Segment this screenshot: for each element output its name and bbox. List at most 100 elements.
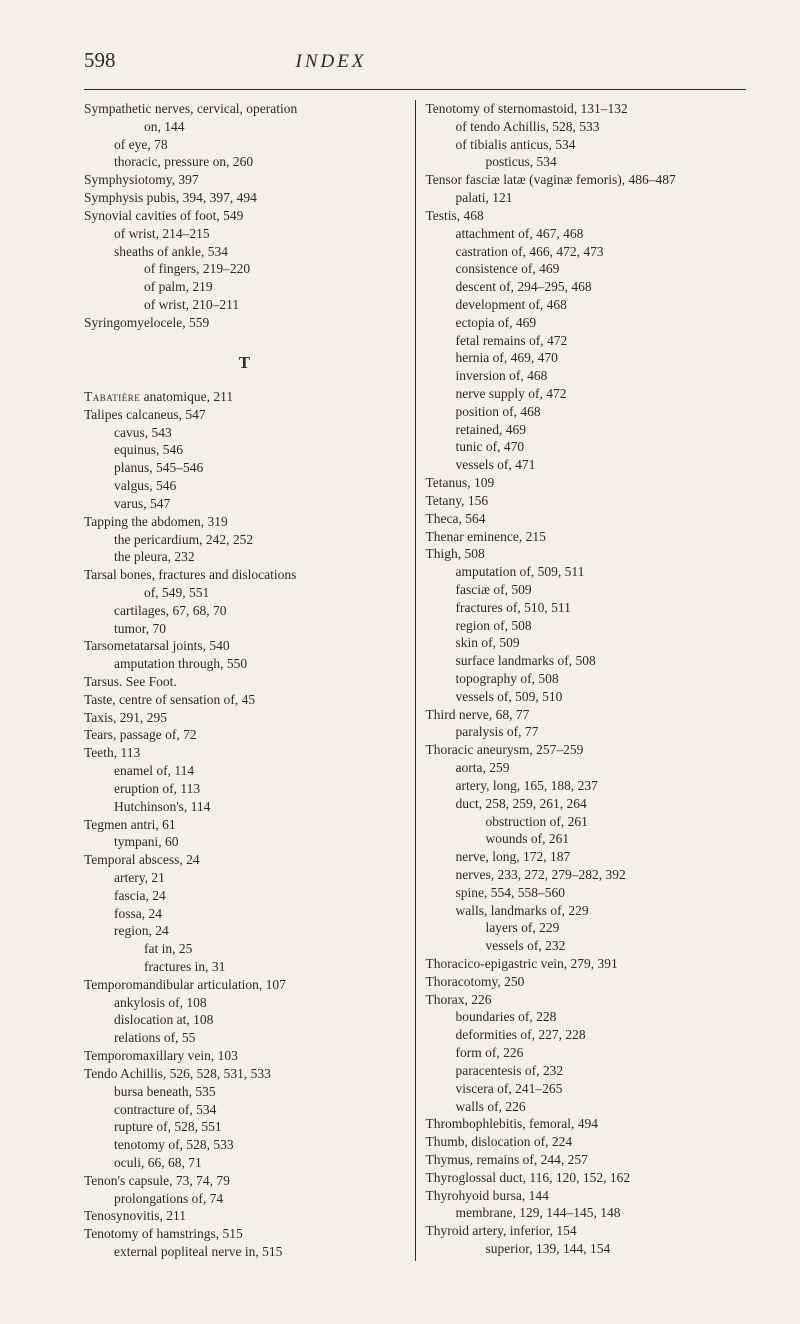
index-entry: Tetany, 156 [426,492,747,510]
index-entry: planus, 545–546 [84,459,405,477]
index-entry: tunic of, 470 [426,438,747,456]
index-entry: Thigh, 508 [426,545,747,563]
index-entry: Thumb, dislocation of, 224 [426,1133,747,1151]
index-entry: valgus, 546 [84,477,405,495]
index-entry: deformities of, 227, 228 [426,1026,747,1044]
index-entry: of tibialis anticus, 534 [426,136,747,154]
index-entry: Tenon's capsule, 73, 74, 79 [84,1172,405,1190]
index-entry: obstruction of, 261 [426,813,747,831]
header-rule [84,89,746,90]
index-entry: spine, 554, 558–560 [426,884,747,902]
left-column: Sympathetic nerves, cervical, operationo… [84,100,416,1261]
index-entry: Thyroid artery, inferior, 154 [426,1222,747,1240]
index-entry: Tegmen antri, 61 [84,816,405,834]
index-entry: castration of, 466, 472, 473 [426,243,747,261]
index-entry: of palm, 219 [84,278,405,296]
index-entry: nerves, 233, 272, 279–282, 392 [426,866,747,884]
index-entry: development of, 468 [426,296,747,314]
index-entry: equinus, 546 [84,441,405,459]
index-entry: paracentesis of, 232 [426,1062,747,1080]
index-columns: Sympathetic nerves, cervical, operationo… [84,100,746,1261]
index-entry: artery, long, 165, 188, 237 [426,777,747,795]
index-entry: walls, landmarks of, 229 [426,902,747,920]
index-entry: posticus, 534 [426,153,747,171]
index-entry: layers of, 229 [426,919,747,937]
index-entry: tympani, 60 [84,833,405,851]
page-number: 598 [84,48,116,73]
index-entry: of fingers, 219–220 [84,260,405,278]
index-entry: of wrist, 210–211 [84,296,405,314]
index-entry: Tensor fasciæ latæ (vaginæ femoris), 486… [426,171,747,189]
index-entry: thoracic, pressure on, 260 [84,153,405,171]
index-entry: Theca, 564 [426,510,747,528]
index-entry: ectopia of, 469 [426,314,747,332]
index-entry: Synovial cavities of foot, 549 [84,207,405,225]
running-head: INDEX [296,51,367,73]
index-entry: fractures in, 31 [84,958,405,976]
index-entry: on, 144 [84,118,405,136]
index-entry: nerve supply of, 472 [426,385,747,403]
index-entry: amputation through, 550 [84,655,405,673]
index-entry: fascia, 24 [84,887,405,905]
index-entry: duct, 258, 259, 261, 264 [426,795,747,813]
index-entry: enamel of, 114 [84,762,405,780]
index-entry: tenotomy of, 528, 533 [84,1136,405,1154]
index-entry: Syringomyelocele, 559 [84,314,405,332]
index-entry: Tetanus, 109 [426,474,747,492]
index-entry: ankylosis of, 108 [84,994,405,1012]
index-entry: hernia of, 469, 470 [426,349,747,367]
index-entry: dislocation at, 108 [84,1011,405,1029]
index-entry: vessels of, 471 [426,456,747,474]
index-entry: Talipes calcaneus, 547 [84,406,405,424]
index-entry: Third nerve, 68, 77 [426,706,747,724]
index-entry: surface landmarks of, 508 [426,652,747,670]
section-letter: T [84,352,405,374]
index-entry: prolongations of, 74 [84,1190,405,1208]
index-entry: contracture of, 534 [84,1101,405,1119]
index-entry: rupture of, 528, 551 [84,1118,405,1136]
index-entry: artery, 21 [84,869,405,887]
index-entry: Temporal abscess, 24 [84,851,405,869]
index-entry: Testis, 468 [426,207,747,225]
index-entry: oculi, 66, 68, 71 [84,1154,405,1172]
index-entry: walls of, 226 [426,1098,747,1116]
index-entry: region of, 508 [426,617,747,635]
index-entry: Thyrohyoid bursa, 144 [426,1187,747,1205]
index-entry: vessels of, 509, 510 [426,688,747,706]
index-entry: Thenar eminence, 215 [426,528,747,546]
index-entry: cartilages, 67, 68, 70 [84,602,405,620]
index-entry: of eye, 78 [84,136,405,154]
index-entry: Teeth, 113 [84,744,405,762]
index-entry: Taste, centre of sensation of, 45 [84,691,405,709]
index-entry: Thyroglossal duct, 116, 120, 152, 162 [426,1169,747,1187]
index-entry: Symphysiotomy, 397 [84,171,405,189]
page-header: 598 INDEX [84,48,746,73]
index-entry: Tenosynovitis, 211 [84,1207,405,1225]
index-entry: fractures of, 510, 511 [426,599,747,617]
index-entry: palati, 121 [426,189,747,207]
index-entry: membrane, 129, 144–145, 148 [426,1204,747,1222]
index-entry: Tarsometatarsal joints, 540 [84,637,405,655]
right-column: Tenotomy of sternomastoid, 131–132of ten… [416,100,747,1261]
index-entry: eruption of, 113 [84,780,405,798]
index-entry: Thoracico-epigastric vein, 279, 391 [426,955,747,973]
index-entry: Thoracotomy, 250 [426,973,747,991]
index-entry: of, 549, 551 [84,584,405,602]
index-entry: attachment of, 467, 468 [426,225,747,243]
index-entry: retained, 469 [426,421,747,439]
index-entry: Tarsus. See Foot. [84,673,405,691]
index-entry: Thymus, remains of, 244, 257 [426,1151,747,1169]
index-entry: Thoracic aneurysm, 257–259 [426,741,747,759]
index-entry: Thrombophlebitis, femoral, 494 [426,1115,747,1133]
index-entry: vessels of, 232 [426,937,747,955]
index-entry: Sympathetic nerves, cervical, operation [84,100,405,118]
index-entry: form of, 226 [426,1044,747,1062]
index-entry: aorta, 259 [426,759,747,777]
index-entry: tumor, 70 [84,620,405,638]
index-entry: bursa beneath, 535 [84,1083,405,1101]
index-entry: Tabatière anatomique, 211 [84,388,405,406]
index-entry: superior, 139, 144, 154 [426,1240,747,1258]
index-entry: boundaries of, 228 [426,1008,747,1026]
index-entry: Taxis, 291, 295 [84,709,405,727]
index-entry: fossa, 24 [84,905,405,923]
